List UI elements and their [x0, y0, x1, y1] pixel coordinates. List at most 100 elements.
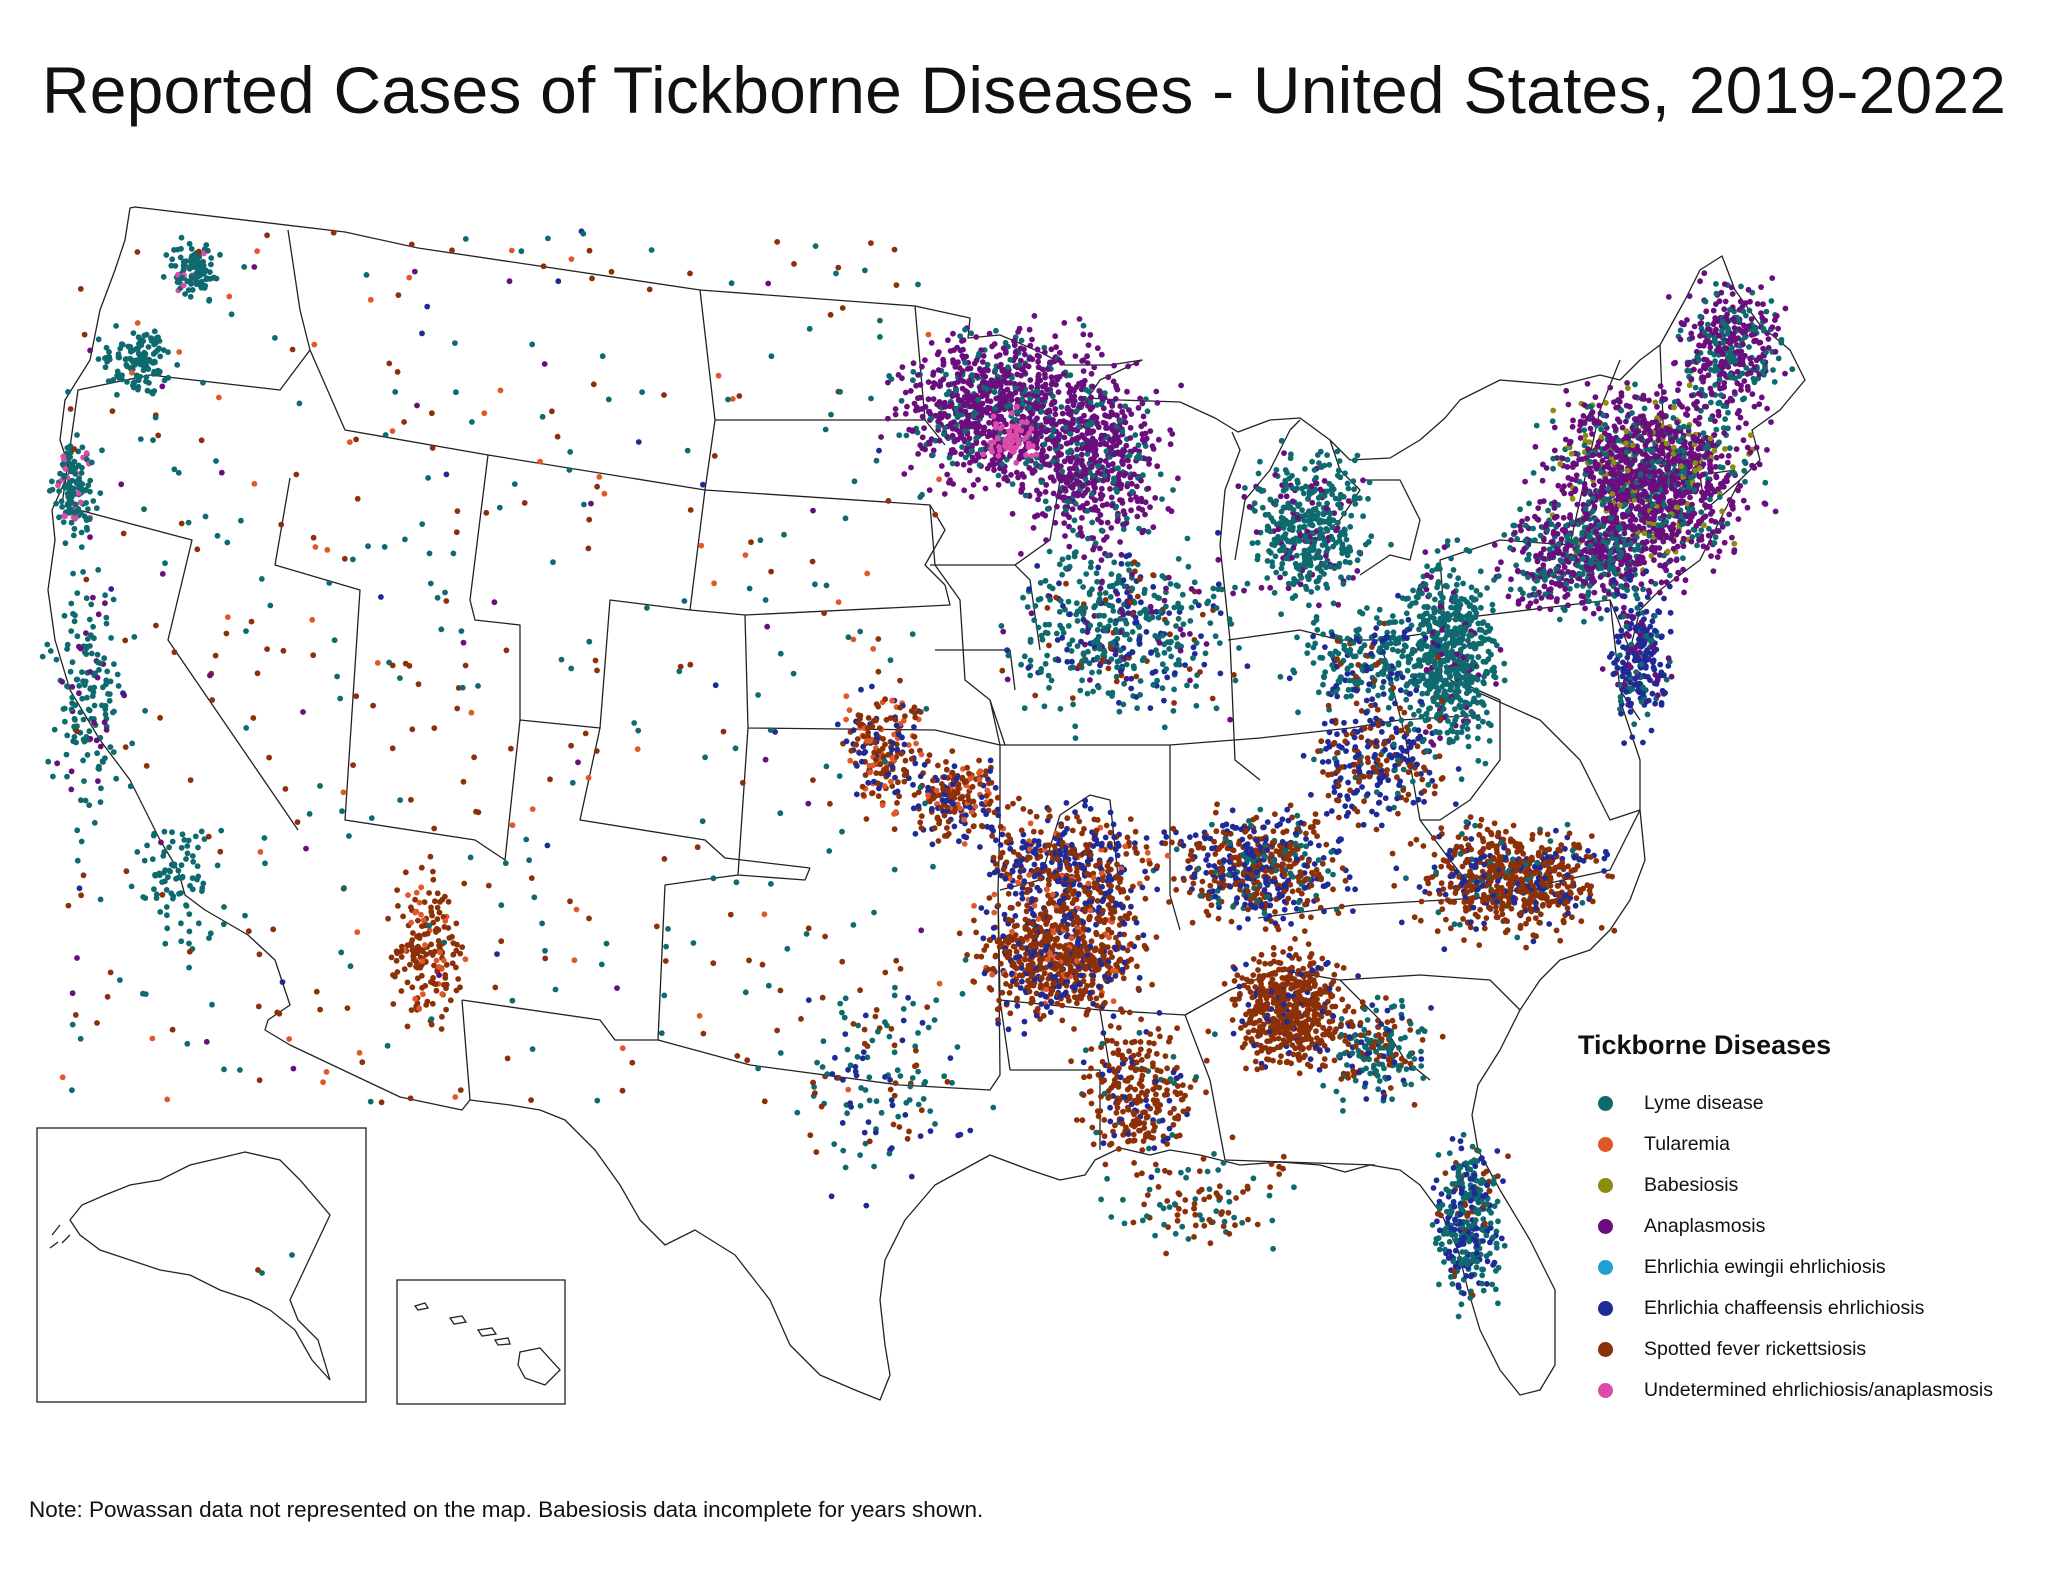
case-dot	[1512, 529, 1518, 536]
case-dot	[1073, 408, 1080, 414]
case-dot	[1350, 478, 1357, 485]
case-dot	[1667, 609, 1674, 616]
case-dot	[1013, 469, 1020, 476]
case-dot	[1012, 385, 1019, 392]
case-dot	[1534, 558, 1541, 565]
case-dot	[984, 361, 991, 368]
case-dot	[1682, 489, 1688, 496]
case-dot	[1721, 306, 1728, 313]
case-dot	[1301, 551, 1307, 558]
case-dot	[1002, 474, 1009, 481]
case-dot	[1665, 458, 1672, 465]
case-dot	[1092, 504, 1098, 510]
case-dot	[1618, 407, 1625, 414]
case-dot	[1768, 298, 1775, 304]
case-dot	[1722, 298, 1729, 305]
case-dot	[1085, 480, 1092, 486]
case-dot	[1478, 634, 1485, 641]
case-dot	[1707, 496, 1713, 503]
case-dot	[1621, 681, 1628, 688]
case-dot	[1729, 503, 1736, 510]
case-dot	[1674, 419, 1680, 426]
case-dot	[1431, 606, 1437, 612]
case-dot	[1311, 467, 1318, 473]
case-dot	[1460, 710, 1466, 716]
case-dot	[1154, 463, 1161, 470]
case-dot	[1046, 445, 1053, 452]
case-dot	[1713, 340, 1719, 347]
case-dot	[1304, 573, 1311, 580]
case-dot	[1315, 548, 1322, 555]
case-dot	[1445, 616, 1452, 623]
case-dot	[1685, 424, 1692, 431]
case-dot	[1646, 480, 1653, 487]
case-dot	[1602, 422, 1608, 428]
case-dot	[1294, 514, 1301, 521]
case-dot	[1738, 283, 1744, 290]
case-dot	[1144, 408, 1151, 415]
case-dot	[1658, 427, 1665, 434]
case-dot	[1001, 378, 1008, 384]
case-dot	[1089, 414, 1096, 421]
case-dot	[1772, 332, 1779, 338]
case-dot	[1450, 738, 1456, 745]
case-dot	[941, 431, 947, 437]
case-dot	[1110, 411, 1117, 418]
case-dot	[1146, 461, 1152, 467]
case-dot	[917, 442, 924, 449]
case-dot	[1140, 413, 1147, 420]
case-dot	[1606, 433, 1613, 440]
case-dot	[1080, 492, 1086, 499]
case-dot	[1011, 342, 1018, 349]
case-dot	[1327, 563, 1334, 570]
case-dot	[1028, 384, 1035, 391]
case-dot	[1458, 729, 1465, 736]
case-dot	[1525, 574, 1531, 581]
case-dot	[1041, 344, 1048, 351]
case-dot	[1027, 342, 1034, 349]
case-dot	[1691, 323, 1698, 330]
case-dot	[1001, 468, 1007, 475]
case-dot	[1643, 568, 1650, 575]
case-dot	[1725, 453, 1732, 459]
case-dot	[1614, 633, 1621, 640]
case-dot	[1707, 435, 1714, 442]
case-dot	[1461, 643, 1468, 650]
case-dot	[949, 432, 956, 439]
case-dot	[898, 397, 905, 404]
case-dot	[1035, 430, 1042, 437]
case-dot	[996, 363, 1003, 370]
case-dot	[1244, 580, 1251, 587]
case-dot	[1710, 307, 1717, 314]
case-dot	[1084, 508, 1091, 514]
case-dot	[1417, 657, 1424, 664]
case-dot	[1116, 439, 1123, 446]
case-dot	[1454, 537, 1461, 543]
case-dot	[1588, 560, 1594, 567]
case-dot	[1556, 580, 1562, 587]
case-dot	[1772, 508, 1779, 515]
case-dot	[1050, 490, 1057, 497]
case-dot	[1622, 542, 1628, 548]
case-dot	[1681, 589, 1687, 596]
case-dot	[1460, 580, 1466, 587]
case-dot	[1625, 385, 1631, 391]
case-dot	[959, 444, 965, 450]
case-dot	[919, 363, 925, 370]
case-dot	[1693, 348, 1700, 355]
case-dot	[1153, 388, 1160, 395]
case-dot	[1050, 426, 1057, 433]
case-dot	[1501, 532, 1508, 538]
case-dot	[915, 451, 921, 457]
case-dot	[1570, 571, 1577, 577]
case-dot	[1054, 465, 1061, 472]
case-dot	[1760, 345, 1766, 352]
case-dot	[1475, 757, 1482, 764]
case-dot	[1015, 474, 1021, 481]
case-dot	[1064, 479, 1071, 485]
case-dot	[1555, 482, 1562, 489]
case-dot	[1563, 387, 1570, 394]
case-dot	[993, 353, 1000, 360]
case-dot	[1682, 577, 1689, 584]
case-dot	[1615, 437, 1622, 444]
